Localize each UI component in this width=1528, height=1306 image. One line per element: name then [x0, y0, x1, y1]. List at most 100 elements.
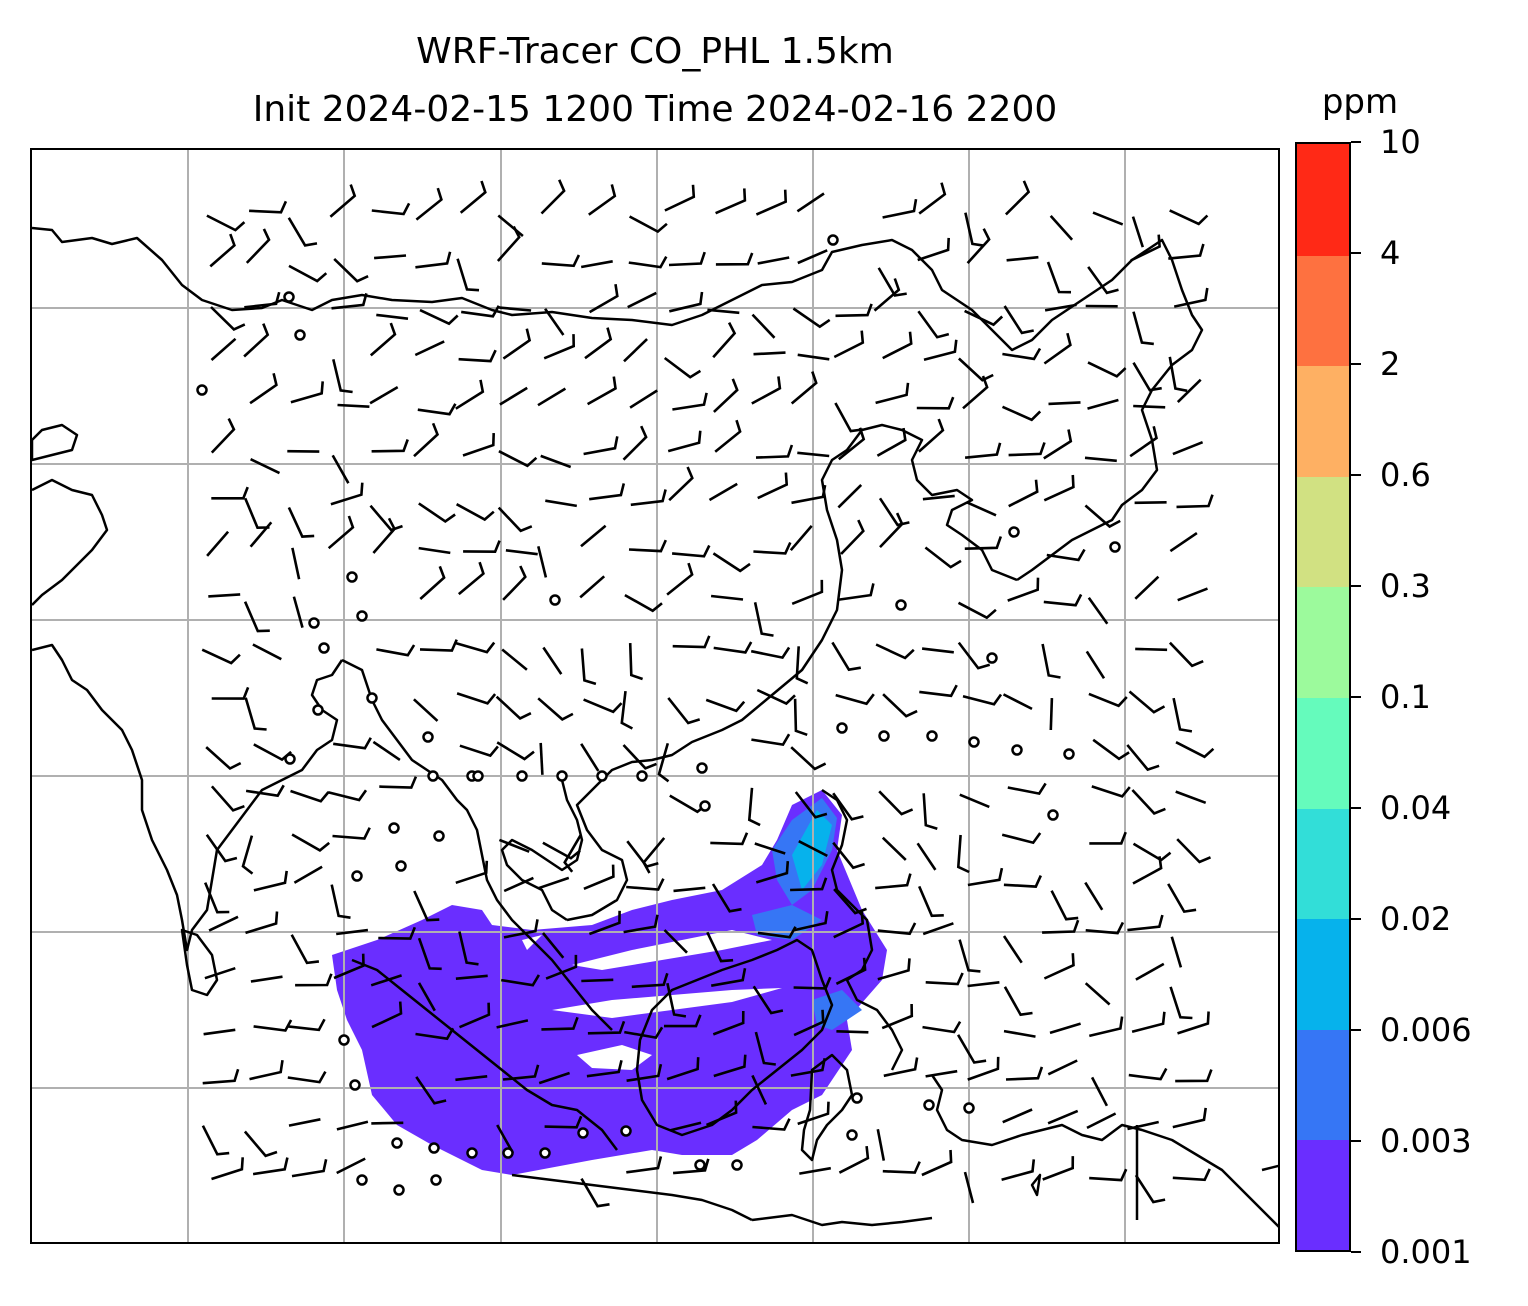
wind-barb [712, 1010, 745, 1036]
wind-barb [1169, 986, 1193, 1020]
wind-barb [337, 403, 370, 408]
wind-barb [622, 744, 657, 770]
wind-barb [1088, 1016, 1124, 1038]
wind-barb [1002, 347, 1042, 361]
wind-barb [1003, 305, 1034, 335]
wind-barb [1169, 532, 1198, 553]
calm-wind-circle [308, 617, 320, 629]
wind-barb [1129, 425, 1158, 458]
calm-wind-circle [422, 731, 434, 743]
map-canvas [32, 150, 1278, 1242]
colorbar-tick [1351, 585, 1361, 587]
wind-barb [917, 310, 950, 339]
wind-barb [708, 482, 738, 502]
wind-barb [252, 643, 282, 661]
wind-barb [499, 386, 528, 406]
wind-barb [1090, 1076, 1109, 1107]
wind-barb [250, 458, 281, 475]
wind-barb [542, 841, 581, 860]
wind-barb [1007, 577, 1040, 602]
wind-barb [966, 228, 991, 264]
wind-barb [586, 376, 617, 406]
calm-wind-circle [294, 329, 306, 341]
wind-barb [498, 450, 538, 468]
wind-barb [964, 536, 1003, 550]
wind-barb [327, 515, 355, 550]
calm-wind-circle [283, 291, 295, 303]
wind-barb [210, 418, 236, 454]
wind-barb [964, 442, 1002, 459]
wind-barb [795, 646, 809, 685]
wind-barb [626, 1063, 663, 1082]
wind-barb [1043, 429, 1073, 460]
wind-barb [628, 539, 667, 553]
wind-barb [499, 306, 532, 312]
wind-barb [201, 1125, 230, 1156]
wind-barb [540, 179, 566, 215]
wind-barb [922, 793, 938, 831]
wind-barb [208, 593, 241, 598]
wind-barb [369, 385, 399, 405]
calm-wind-circle [393, 1184, 405, 1196]
wind-barb [295, 973, 333, 987]
wind-barb [243, 601, 270, 633]
wind-barb [959, 793, 990, 809]
wind-barb [290, 789, 330, 803]
wind-barb [962, 693, 1003, 706]
wind-barb [1001, 405, 1042, 422]
wind-barb [415, 1027, 455, 1041]
wind-barb [666, 982, 687, 1018]
wind-barb [211, 486, 249, 500]
wind-barb [503, 919, 539, 939]
wind-barb [1004, 180, 1031, 216]
wind-barb [755, 861, 790, 884]
wind-barb [417, 403, 457, 416]
wind-barb [751, 1074, 768, 1105]
wind-barb [333, 257, 369, 283]
wind-barb [750, 646, 791, 660]
wind-barb [287, 217, 318, 247]
calm-wind-circle [539, 1147, 551, 1159]
wind-barb [245, 228, 271, 264]
wind-barb [626, 878, 665, 891]
map-panel [30, 148, 1280, 1244]
wind-barb [1086, 1112, 1117, 1130]
wind-barb [1084, 881, 1104, 911]
wind-barb [208, 915, 239, 932]
wind-barb [1084, 982, 1111, 1006]
wind-barb [753, 541, 792, 555]
calm-wind-circle [895, 599, 907, 611]
colorbar-tick [1351, 363, 1361, 365]
wind-barb [628, 215, 668, 234]
wind-barb [245, 784, 285, 798]
colorbar-tick [1351, 1029, 1361, 1031]
wind-barb [209, 233, 236, 268]
wind-barb [244, 291, 281, 309]
wind-barb [501, 648, 528, 671]
wind-barb [1046, 548, 1086, 562]
wind-barb [796, 192, 825, 213]
map-title-line1: WRF-Tracer CO_PHL 1.5km [416, 31, 894, 72]
wind-barb [623, 914, 659, 934]
colorbar-band [1297, 1139, 1349, 1250]
wind-barb [706, 1100, 738, 1127]
wind-barb [458, 1002, 491, 1029]
wind-barb [1133, 404, 1166, 409]
wind-barb [415, 251, 452, 269]
wind-barb [710, 594, 744, 601]
wind-barb [376, 313, 409, 320]
wind-barb [243, 323, 270, 358]
wind-barb [756, 688, 796, 706]
wind-barb [833, 330, 865, 359]
wind-barb [1134, 575, 1160, 600]
calm-wind-circle [699, 800, 711, 812]
wind-barb [291, 1159, 328, 1178]
wind-barb [712, 322, 737, 359]
wind-barb [1131, 1011, 1166, 1034]
wind-barb [790, 1057, 826, 1077]
wind-barb [1135, 962, 1165, 981]
wind-barb [1088, 692, 1128, 708]
wind-barb [502, 1064, 540, 1081]
wind-barb [249, 200, 288, 214]
wind-barb [626, 1156, 663, 1174]
